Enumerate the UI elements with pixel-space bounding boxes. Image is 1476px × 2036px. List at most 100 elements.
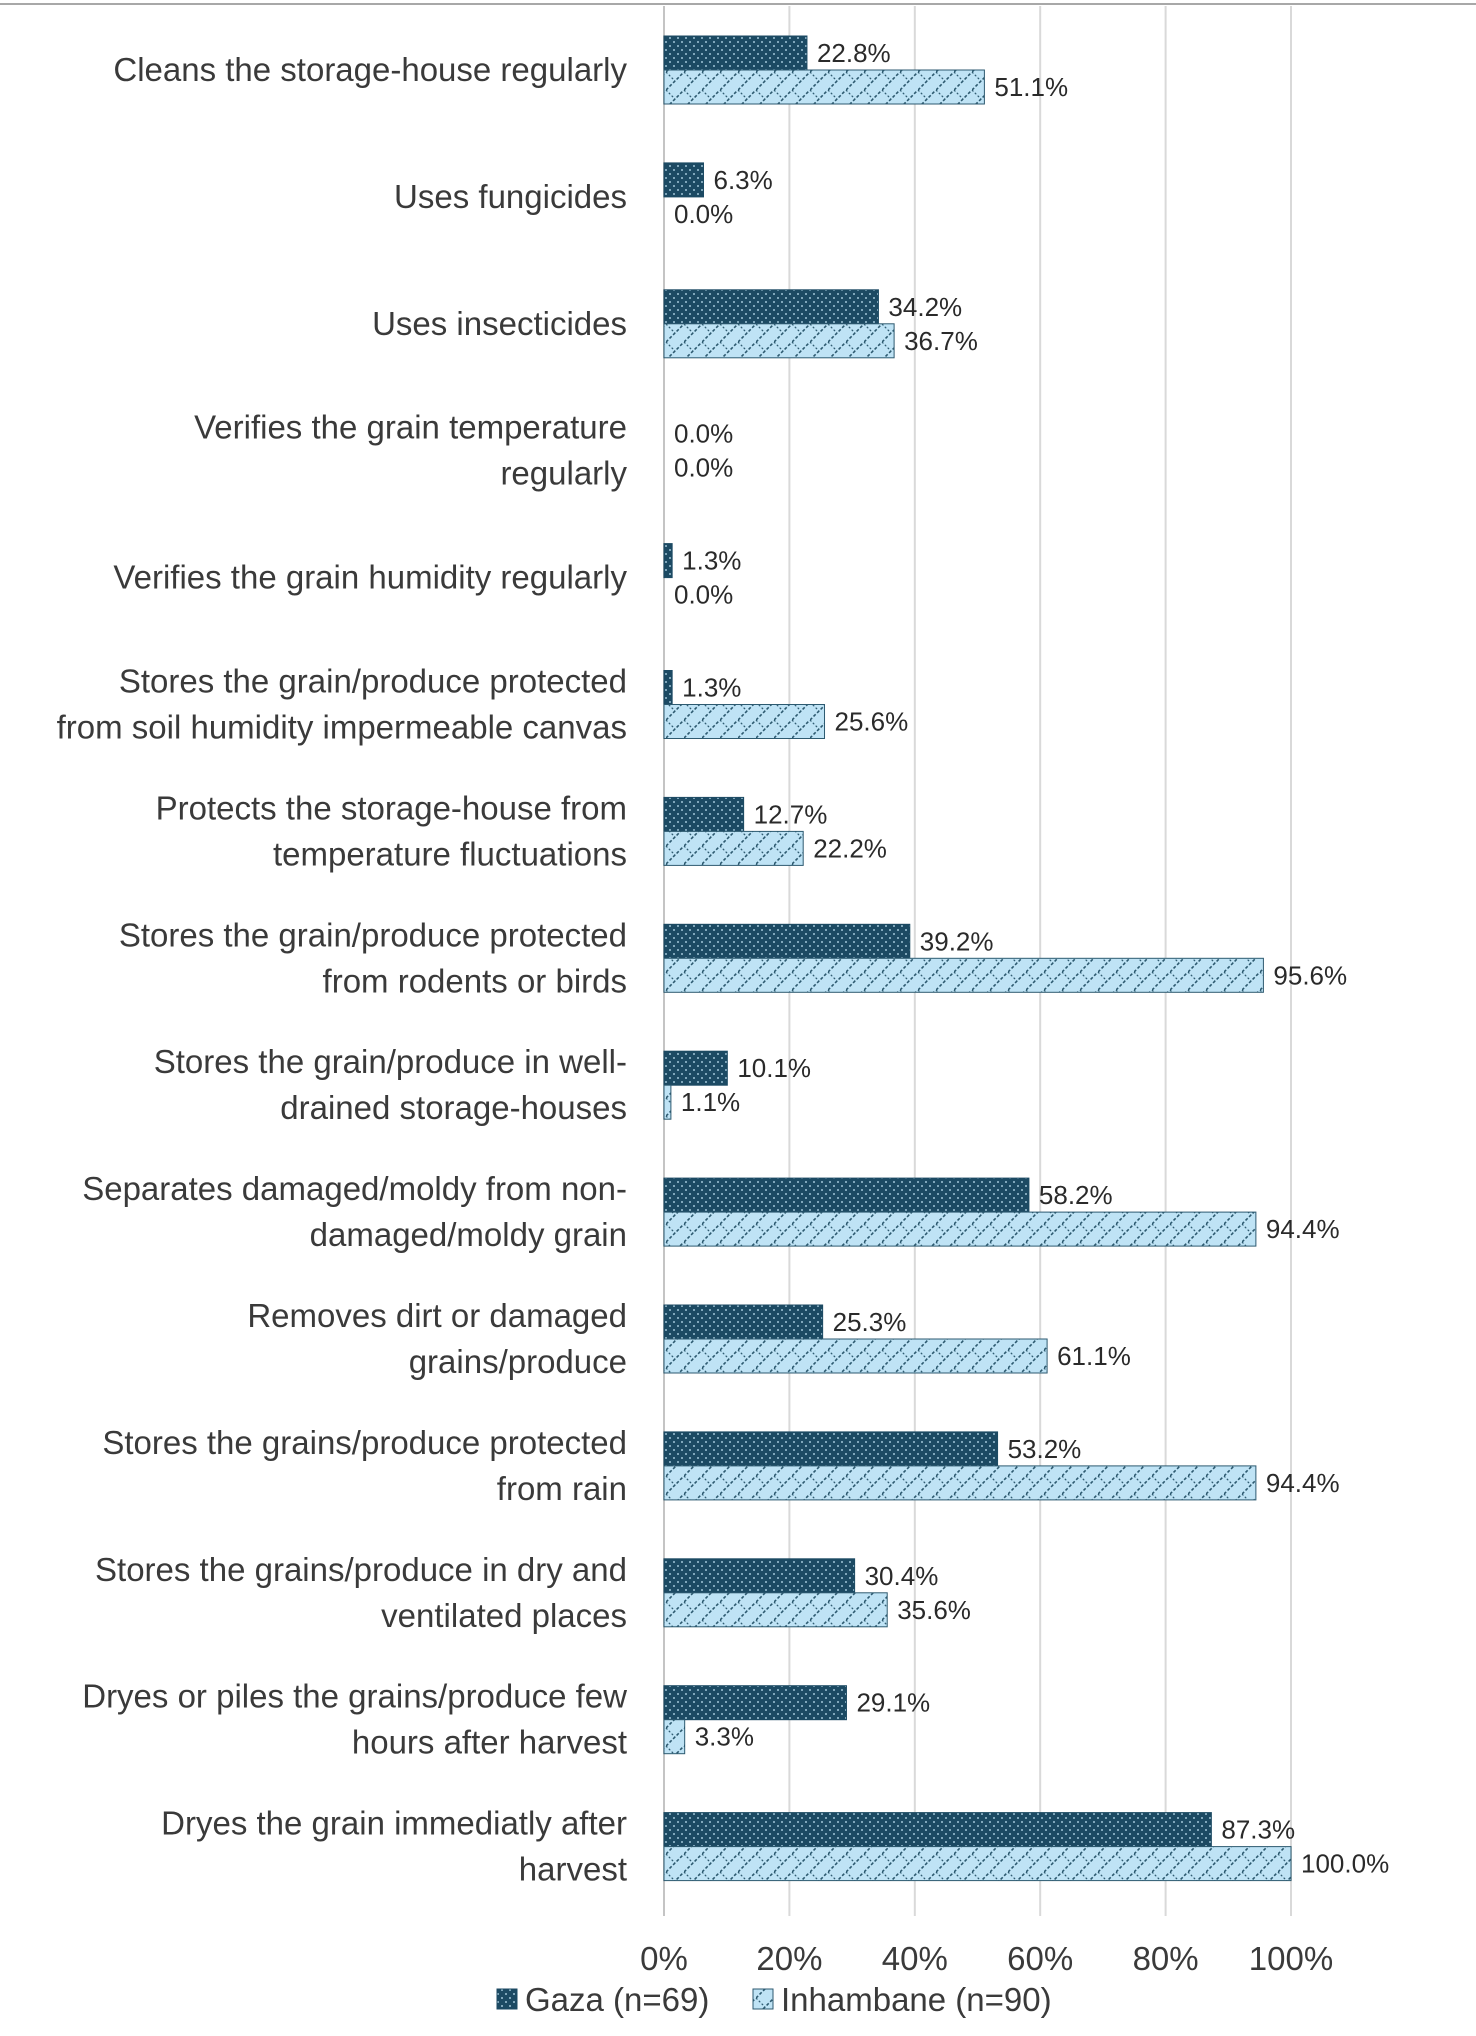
category-label: Stores the grains/produce protected from … <box>102 1424 627 1507</box>
category-label-line: Protects the storage-house from <box>156 789 627 826</box>
bar-gaza <box>663 543 673 579</box>
data-label: 34.2% <box>888 292 962 322</box>
data-label: 100.0% <box>1301 1849 1389 1879</box>
category-label-line: Verifies the grain temperature <box>194 409 627 446</box>
value-labels-group: 22.8% 51.1% 6.3% 0.0% 34.2% 36.7% 0.0% 0.0% 1.3%… <box>674 38 1389 1879</box>
category-label-line: hours after harvest <box>352 1724 627 1761</box>
category-label-line: from rain <box>497 1470 627 1507</box>
data-label: 0.0% <box>674 453 733 483</box>
bar-gaza <box>663 1558 856 1594</box>
category-label-line: Verifies the grain humidity regularly <box>113 559 627 596</box>
bar-gaza <box>663 1685 847 1721</box>
category-label: Stores the grains/produce in dry and vent… <box>95 1551 627 1634</box>
data-label: 25.3% <box>833 1307 907 1337</box>
category-label: Cleans the storage-house regularly <box>113 51 627 88</box>
category-label-line: Separates damaged/moldy from non- <box>82 1170 627 1207</box>
bar-inhambane <box>663 704 826 739</box>
data-label: 6.3% <box>714 165 773 195</box>
x-tick-label: 60% <box>1007 1940 1073 1977</box>
data-label: 61.1% <box>1057 1341 1131 1371</box>
bar-gaza <box>663 35 808 71</box>
category-label: Stores the grain/produce protected from s… <box>57 663 627 746</box>
category-label-line: Uses insecticides <box>372 305 627 342</box>
category-label: Separates damaged/moldy from non-damaged… <box>82 1170 627 1253</box>
category-label-line: Stores the grain/produce protected <box>119 916 627 953</box>
bar-gaza <box>663 1431 999 1467</box>
category-label-line: from rodents or birds <box>323 962 627 999</box>
bar-gaza <box>663 1812 1212 1848</box>
bar-inhambane <box>663 69 985 105</box>
data-label: 0.0% <box>674 199 733 229</box>
data-label: 35.6% <box>897 1595 971 1625</box>
data-label: 1.3% <box>682 673 741 703</box>
bar-inhambane <box>663 957 1264 993</box>
data-label: 22.8% <box>817 38 891 68</box>
bar-inhambane <box>663 1338 1048 1374</box>
category-label-line: Dryes the grain immediatly after <box>161 1805 627 1842</box>
category-label: Verifies the grain humidity regularly <box>113 559 627 596</box>
category-label-line: Stores the grains/produce in dry and <box>95 1551 627 1588</box>
data-label: 36.7% <box>904 326 978 356</box>
data-label: 0.0% <box>674 580 733 610</box>
category-label-line: Stores the grain/produce in well- <box>154 1043 627 1080</box>
category-label-line: Uses fungicides <box>394 178 627 215</box>
bars-group <box>663 35 1292 1882</box>
legend-swatch-gaza <box>496 1988 518 2010</box>
data-label: 12.7% <box>754 799 828 829</box>
data-label: 29.1% <box>856 1688 930 1718</box>
category-label: Uses insecticides <box>372 305 627 342</box>
category-label: Verifies the grain temperature regularly <box>194 409 627 492</box>
category-label: Protects the storage-house from temperatu… <box>156 789 627 872</box>
bar-gaza <box>663 1177 1030 1213</box>
x-tick-label: 0% <box>640 1940 688 1977</box>
data-label: 30.4% <box>865 1561 939 1591</box>
data-label: 0.0% <box>674 419 733 449</box>
data-label: 22.2% <box>813 833 887 863</box>
bar-gaza <box>663 1050 728 1086</box>
bar-inhambane <box>663 830 804 866</box>
category-label-line: Removes dirt or damaged <box>247 1297 627 1334</box>
data-label: 87.3% <box>1221 1815 1295 1845</box>
legend-label: Gaza (n=69) <box>525 1981 709 2018</box>
category-label-line: Stores the grain/produce protected <box>119 663 627 700</box>
category-label-line: from soil humidity impermeable canvas <box>57 709 627 746</box>
category-label-line: grains/produce <box>409 1343 627 1380</box>
data-label: 94.4% <box>1266 1468 1340 1498</box>
data-label: 1.1% <box>681 1087 740 1117</box>
x-tick-label: 40% <box>882 1940 948 1977</box>
bar-inhambane <box>663 323 895 359</box>
category-label-line: Cleans the storage-house regularly <box>113 51 627 88</box>
category-label-line: drained storage-houses <box>280 1089 627 1126</box>
bar-gaza <box>663 923 911 959</box>
legend: Gaza (n=69) Inhambane (n=90) <box>496 1981 1052 2018</box>
data-label: 25.6% <box>835 707 909 737</box>
bar-inhambane <box>663 1084 672 1120</box>
category-labels-group: Cleans the storage-house regularly Uses f… <box>57 51 628 1888</box>
bar-gaza <box>663 1304 824 1340</box>
category-label: Stores the grain/produce protected from r… <box>119 916 627 999</box>
category-label-line: regularly <box>500 455 627 492</box>
bar-gaza <box>663 162 705 198</box>
data-label: 94.4% <box>1266 1214 1340 1244</box>
category-label-line: Dryes or piles the grains/produce few <box>82 1678 627 1715</box>
category-label-line: Stores the grains/produce protected <box>102 1424 627 1461</box>
bar-inhambane <box>663 1465 1257 1501</box>
bar-inhambane <box>663 1846 1292 1882</box>
bar-inhambane <box>663 1211 1257 1247</box>
bar-inhambane <box>663 1719 686 1755</box>
category-label-line: temperature fluctuations <box>273 835 627 872</box>
category-label: Dryes the grain immediatly after harvest <box>161 1805 627 1888</box>
x-axis-ticks: 0% 20% 40% 60% 80% 100% <box>640 1940 1333 1977</box>
category-label: Removes dirt or damaged grains/produce <box>247 1297 627 1380</box>
category-label: Stores the grain/produce in well-drained… <box>154 1043 627 1126</box>
x-tick-label: 20% <box>756 1940 822 1977</box>
bar-gaza <box>663 796 745 832</box>
bar-gaza <box>663 670 673 705</box>
legend-label: Inhambane (n=90) <box>781 1981 1052 2018</box>
category-label: Dryes or piles the grains/produce few hou… <box>82 1678 627 1761</box>
data-label: 95.6% <box>1273 960 1347 990</box>
data-label: 1.3% <box>682 546 741 576</box>
data-label: 53.2% <box>1008 1434 1082 1464</box>
legend-swatch-inhambane <box>752 1988 774 2010</box>
